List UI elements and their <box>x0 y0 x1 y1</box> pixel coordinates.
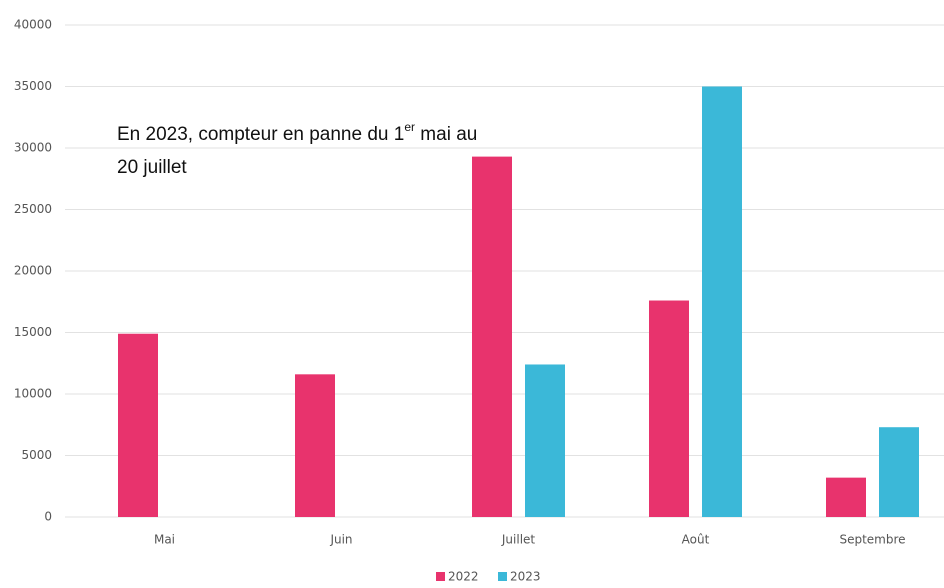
legend-label: 2022 <box>448 570 479 584</box>
annotation-text: En 2023, compteur en panne du 1 <box>117 124 404 145</box>
bar <box>826 477 866 517</box>
x-tick-label: Septembre <box>839 533 905 547</box>
y-tick-label: 5000 <box>21 448 52 462</box>
annotation-text: mai au <box>415 124 477 145</box>
bar <box>295 374 335 517</box>
y-tick-label: 35000 <box>14 79 52 93</box>
y-tick-label: 15000 <box>14 325 52 339</box>
annotation: En 2023, compteur en panne du 1er mai au <box>117 120 477 145</box>
x-tick-label: Août <box>682 533 710 547</box>
bar <box>525 364 565 517</box>
bar <box>649 300 689 517</box>
y-tick-label: 30000 <box>14 141 52 155</box>
annotation-text: 20 juillet <box>117 157 187 178</box>
bar <box>702 86 742 517</box>
bar <box>879 427 919 517</box>
bar <box>472 156 512 518</box>
x-tick-label: Mai <box>154 533 175 547</box>
y-tick-label: 25000 <box>14 202 52 216</box>
bars <box>118 86 919 518</box>
y-tick-label: 40000 <box>14 18 52 32</box>
y-tick-label: 20000 <box>14 264 52 278</box>
y-tick-label: 0 <box>44 510 52 524</box>
bar <box>118 333 158 517</box>
legend-swatch <box>498 572 507 581</box>
annotation-superscript: er <box>404 120 415 134</box>
x-tick-label: Juin <box>329 533 352 547</box>
y-tick-label: 10000 <box>14 387 52 401</box>
legend-swatch <box>436 572 445 581</box>
legend-label: 2023 <box>510 570 541 584</box>
x-tick-label: Juillet <box>501 533 536 547</box>
